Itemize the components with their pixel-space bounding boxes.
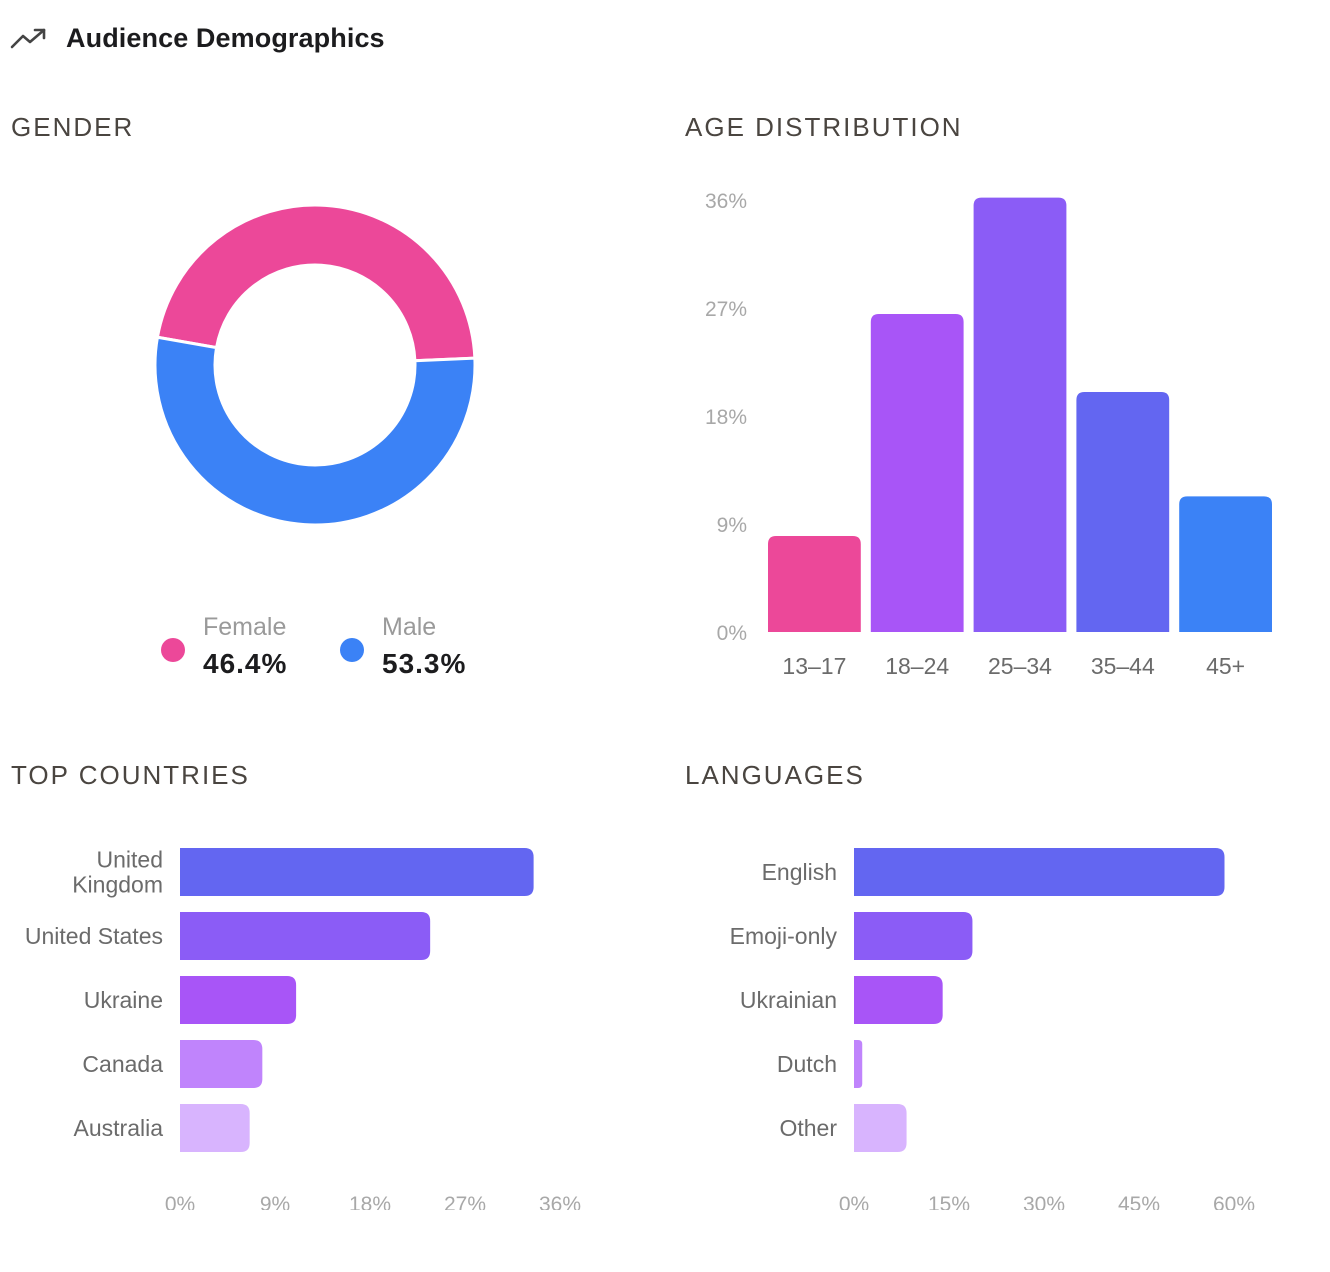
languages-bar-other [854,1104,907,1152]
countries-category-label: Australia [74,1115,164,1141]
age-ytick-label: 9% [717,514,747,537]
age-bar-13-17 [768,536,861,632]
countries-category-label: United Kingdom [72,847,163,898]
languages-xtick-label: 60% [1213,1193,1255,1210]
languages-bar-chart: English Emoji-only Ukrainian Dutch Other 0% 15… [730,848,1255,1210]
countries-xtick-label: 9% [260,1193,290,1210]
age-bar-45 [1179,496,1272,632]
donut-slice-female [155,203,477,363]
age-section-title: AGE DISTRIBUTION [685,112,963,142]
male-legend-label: Male [382,613,437,641]
languages-category-label: Other [779,1115,837,1141]
donut-slice-male [153,335,477,527]
languages-xtick-label: 15% [928,1193,970,1210]
languages-bar-dutch [854,1040,863,1088]
countries-xtick-label: 0% [165,1193,195,1210]
languages-bar-ukrainian [854,976,943,1024]
age-bar-35-44 [1076,392,1170,632]
age-xtick-label: 35–44 [1091,653,1155,679]
countries-xtick-label: 36% [539,1193,581,1210]
header: Audience Demographics [10,18,385,58]
female-legend-label: Female [203,613,287,641]
female-legend-value: 46.4% [203,648,288,679]
countries-bar-united-states [180,912,431,960]
countries-xtick-label: 27% [444,1193,486,1210]
countries-bar-ukraine [180,976,297,1024]
countries-bar-australia [180,1104,250,1152]
age-ytick-label: 36% [705,190,747,213]
legend-female: Female 46.4% [161,610,287,684]
languages-xtick-label: 0% [839,1193,869,1210]
male-legend-dot [340,638,364,662]
age-xtick-label: 45+ [1206,653,1245,679]
countries-category-label: Ukraine [84,987,163,1013]
age-bar-25-34 [973,197,1067,632]
languages-category-label: English [762,859,837,885]
countries-bar-united-kingdom [180,848,534,896]
age-ytick-label: 18% [705,406,747,429]
languages-xtick-label: 45% [1118,1193,1160,1210]
languages-category-label: Emoji-only [730,923,838,949]
languages-bar-emoji-only [854,912,973,960]
age-bar-chart: 0% 9% 18% 27% 36% 13–17 18–24 25–34 35–44 45+ [705,190,1272,679]
legend-male: Male 53.3% [340,610,466,684]
female-legend-dot [161,638,185,662]
languages-category-label: Dutch [777,1051,837,1077]
countries-bar-chart: United Kingdom United States Ukraine Canada A… [25,847,581,1211]
countries-xtick-label: 18% [349,1193,391,1210]
age-xtick-label: 25–34 [988,653,1052,679]
gender-donut-chart [153,203,477,527]
age-bar-18-24 [870,314,964,632]
languages-xtick-label: 30% [1023,1193,1065,1210]
countries-category-label: Canada [82,1051,163,1077]
male-legend-value: 53.3% [382,648,467,679]
languages-section-title: LANGUAGES [685,760,865,790]
page-title: Audience Demographics [66,22,385,53]
languages-category-label: Ukrainian [740,987,837,1013]
age-ytick-label: 0% [717,622,747,645]
trending-up-icon [10,26,48,50]
age-xtick-label: 13–17 [782,653,846,679]
countries-bar-canada [180,1040,263,1088]
age-xtick-label: 18–24 [885,653,949,679]
countries-category-label: United States [25,923,163,949]
countries-section-title: TOP COUNTRIES [11,760,250,790]
gender-section-title: GENDER [11,112,135,142]
languages-bar-english [854,848,1225,896]
age-ytick-label: 27% [705,298,747,321]
